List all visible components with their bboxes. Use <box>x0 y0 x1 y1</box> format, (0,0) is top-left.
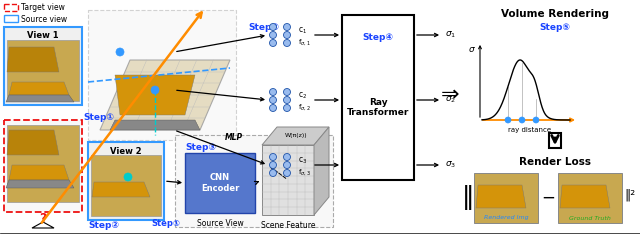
Circle shape <box>269 153 276 160</box>
Circle shape <box>284 105 291 111</box>
Circle shape <box>269 161 276 169</box>
Circle shape <box>269 31 276 38</box>
Circle shape <box>269 39 276 46</box>
Text: c$_3$: c$_3$ <box>298 156 307 166</box>
Bar <box>175 135 333 227</box>
Text: W(π(z)): W(π(z)) <box>285 132 307 138</box>
Text: Step③: Step③ <box>248 24 279 33</box>
Text: c$_2$: c$_2$ <box>298 91 307 101</box>
Polygon shape <box>9 165 69 180</box>
Bar <box>4 120 82 212</box>
Polygon shape <box>115 75 195 115</box>
Polygon shape <box>262 127 329 145</box>
Text: Step①: Step① <box>83 114 114 122</box>
Text: View 1: View 1 <box>27 31 59 41</box>
Text: ?: ? <box>39 211 47 224</box>
Polygon shape <box>7 130 59 155</box>
Text: $\sigma_1$: $\sigma_1$ <box>445 30 456 40</box>
Text: Scene Feature: Scene Feature <box>260 220 316 229</box>
Bar <box>4 27 82 105</box>
Text: Target view: Target view <box>21 4 65 13</box>
Circle shape <box>284 161 291 169</box>
Bar <box>342 15 414 180</box>
Circle shape <box>519 117 525 123</box>
Text: Source view: Source view <box>21 14 67 24</box>
Polygon shape <box>92 182 150 197</box>
Text: Render Loss: Render Loss <box>519 157 591 167</box>
Circle shape <box>284 88 291 96</box>
Circle shape <box>116 48 124 56</box>
Text: −: − <box>541 189 555 207</box>
Text: Ray
Transformer: Ray Transformer <box>347 98 409 117</box>
Bar <box>7 125 79 202</box>
Circle shape <box>124 173 132 181</box>
Text: Step②: Step② <box>88 220 119 229</box>
Text: ⇒: ⇒ <box>441 85 460 105</box>
Circle shape <box>269 105 276 111</box>
Text: c$_1$: c$_1$ <box>298 26 307 36</box>
Bar <box>262 145 314 215</box>
Circle shape <box>284 153 291 160</box>
Text: $\sigma_3$: $\sigma_3$ <box>445 160 456 170</box>
Bar <box>549 133 561 148</box>
Circle shape <box>269 24 276 30</box>
Polygon shape <box>9 82 69 95</box>
Text: Rendered Img: Rendered Img <box>484 215 528 220</box>
Circle shape <box>284 31 291 38</box>
Polygon shape <box>110 120 200 130</box>
Text: View 2: View 2 <box>110 147 142 156</box>
Bar <box>4 15 18 22</box>
Polygon shape <box>6 95 74 102</box>
Text: Step④: Step④ <box>362 33 394 42</box>
Text: Ground Truth: Ground Truth <box>569 215 611 220</box>
Polygon shape <box>314 127 329 215</box>
Circle shape <box>505 117 511 123</box>
Polygon shape <box>7 47 59 72</box>
Bar <box>558 173 622 223</box>
Text: σ: σ <box>469 46 475 55</box>
Text: CNN
Encoder: CNN Encoder <box>201 173 239 193</box>
Text: Step⑤: Step⑤ <box>540 24 570 33</box>
Circle shape <box>269 97 276 104</box>
Text: ‖²: ‖² <box>625 189 636 202</box>
Circle shape <box>284 97 291 104</box>
Bar <box>91 155 161 216</box>
Polygon shape <box>100 60 230 130</box>
Polygon shape <box>560 185 610 208</box>
Bar <box>4 4 18 11</box>
Bar <box>88 10 236 140</box>
Text: Source View: Source View <box>196 219 243 228</box>
Text: ray distance: ray distance <box>508 127 552 133</box>
Circle shape <box>269 88 276 96</box>
Bar <box>7 40 79 101</box>
Text: ‖: ‖ <box>461 185 474 211</box>
Text: Volume Rendering: Volume Rendering <box>501 9 609 19</box>
Text: MLP: MLP <box>225 134 243 143</box>
Polygon shape <box>476 185 526 208</box>
Bar <box>185 153 255 213</box>
Text: Step③: Step③ <box>185 143 216 152</box>
Text: f$_{\sigma,1}$: f$_{\sigma,1}$ <box>298 37 311 47</box>
Circle shape <box>533 117 539 123</box>
Bar <box>88 142 164 220</box>
Circle shape <box>284 39 291 46</box>
Bar <box>474 173 538 223</box>
Text: $\sigma_2$: $\sigma_2$ <box>445 95 456 105</box>
Polygon shape <box>32 222 54 228</box>
Circle shape <box>284 24 291 30</box>
Circle shape <box>284 169 291 177</box>
Text: f$_{\sigma,3}$: f$_{\sigma,3}$ <box>298 167 311 177</box>
Circle shape <box>151 86 159 94</box>
Polygon shape <box>6 180 74 188</box>
Text: f$_{\sigma,2}$: f$_{\sigma,2}$ <box>298 102 311 112</box>
Circle shape <box>269 169 276 177</box>
Text: Step①: Step① <box>151 219 180 228</box>
